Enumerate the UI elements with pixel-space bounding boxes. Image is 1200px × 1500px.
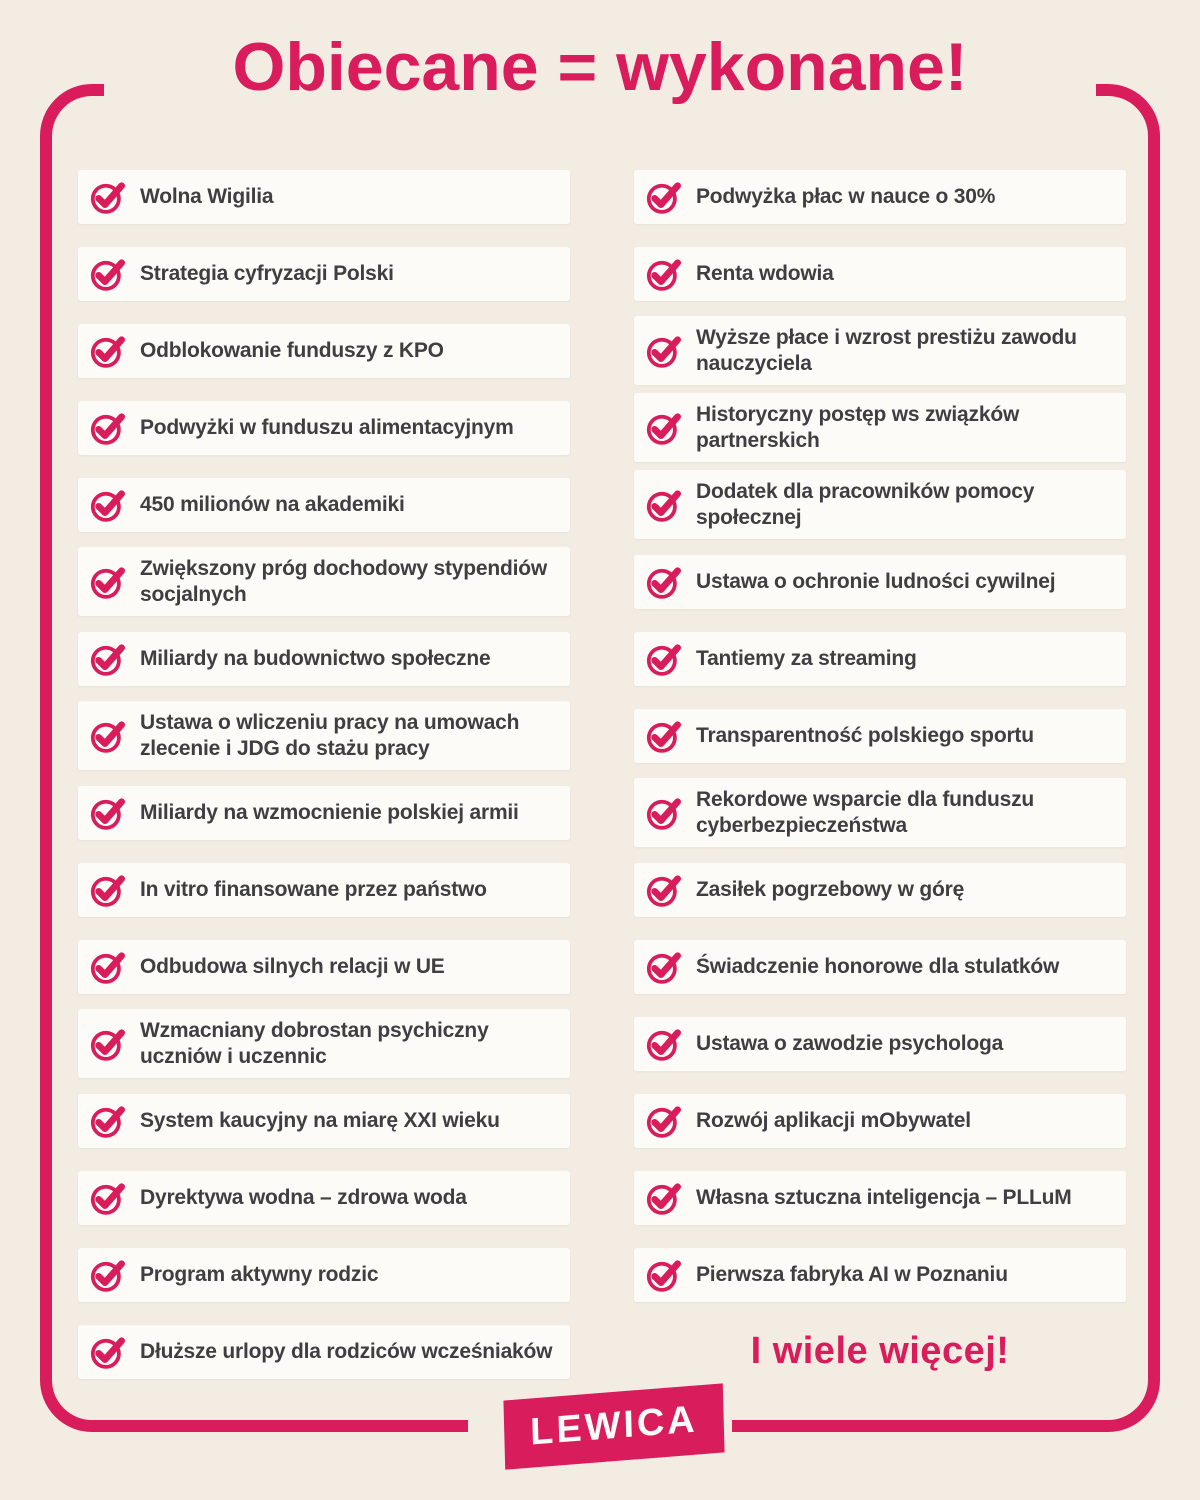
check-circle-icon [90,872,128,908]
check-circle-icon [90,718,128,754]
list-item-label: Pierwsza fabryka AI w Poznaniu [696,1262,1008,1286]
list-item: Rekordowe wsparcie dla funduszu cyberbezp… [634,777,1126,848]
check-circle-icon [90,949,128,985]
check-circle-icon [646,795,684,831]
list-item: Podwyżki w funduszu alimentacyjnym [78,400,570,455]
list-item: Program aktywny rodzic [78,1247,570,1302]
check-circle-icon [646,333,684,369]
list-item: Podwyżka płac w nauce o 30% [634,169,1126,224]
list-item: Ustawa o wliczeniu pracy na umowach zlece… [78,700,570,771]
list-item: Zwiększony próg dochodowy stypendiów socj… [78,546,570,617]
list-item-label: Strategia cyfryzacji Polski [140,261,394,285]
check-circle-icon [90,1103,128,1139]
check-circle-icon [90,256,128,292]
list-item: System kaucyjny na miarę XXI wieku [78,1093,570,1148]
check-circle-icon [90,1334,128,1370]
list-item-label: Odblokowanie funduszy z KPO [140,338,444,362]
check-circle-icon [646,641,684,677]
list-item-label: Tantiemy za streaming [696,646,917,670]
list-item: Miliardy na wzmocnienie polskiej armii [78,785,570,840]
check-circle-icon [90,1257,128,1293]
check-circle-icon [646,487,684,523]
check-circle-icon [646,564,684,600]
list-item-label: Wyższe płace i wzrost prestiżu zawodu nau… [696,325,1077,375]
check-circle-icon [90,487,128,523]
list-item-label: Wolna Wigilia [140,184,274,208]
list-item: Odbudowa silnych relacji w UE [78,939,570,994]
list-item-label: Zasiłek pogrzebowy w górę [696,877,965,901]
list-item-label: Transparentność polskiego sportu [696,723,1034,747]
list-item-label: Ustawa o ochronie ludności cywilnej [696,569,1056,593]
list-item-label: Dyrektywa wodna – zdrowa woda [140,1185,467,1209]
list-item-label: In vitro finansowane przez państwo [140,877,487,901]
list-item: Renta wdowia [634,246,1126,301]
list-item-label: Podwyżki w funduszu alimentacyjnym [140,415,514,439]
list-item: Historyczny postęp ws związków partnerski… [634,392,1126,463]
list-item: Dyrektywa wodna – zdrowa woda [78,1170,570,1225]
check-circle-icon [90,1026,128,1062]
list-item: Rozwój aplikacji mObywatel [634,1093,1126,1148]
list-item: Ustawa o ochronie ludności cywilnej [634,554,1126,609]
check-circle-icon [646,1026,684,1062]
list-item-label: Świadczenie honorowe dla stulatków [696,954,1060,978]
list-item-label: Miliardy na wzmocnienie polskiej armii [140,800,519,824]
check-circle-icon [646,256,684,292]
list-item-label: Renta wdowia [696,261,834,285]
list-item-label: Rozwój aplikacji mObywatel [696,1108,971,1132]
list-item-label: Dłuższe urlopy dla rodziców wcześniaków [140,1339,553,1363]
list-item-label: Ustawa o wliczeniu pracy na umowach zlece… [140,710,520,760]
check-circle-icon [646,1257,684,1293]
check-circle-icon [90,795,128,831]
list-item-label: Własna sztuczna inteligencja – PLLuM [696,1185,1072,1209]
check-circle-icon [90,564,128,600]
list-item-label: Odbudowa silnych relacji w UE [140,954,445,978]
list-item: Dłuższe urlopy dla rodziców wcześniaków [78,1324,570,1379]
list-item: Własna sztuczna inteligencja – PLLuM [634,1170,1126,1225]
list-item-label: Zwiększony próg dochodowy stypendiów socj… [140,556,547,606]
list-item: Transparentność polskiego sportu [634,708,1126,763]
list-item-label: Ustawa o zawodzie psychologa [696,1031,1004,1055]
list-item-label: Wzmacniany dobrostan psychiczny uczniów i… [140,1018,489,1068]
list-item-label: 450 milionów na akademiki [140,492,405,516]
list-item: Strategia cyfryzacji Polski [78,246,570,301]
list-item: Dodatek dla pracowników pomocy społecznej [634,469,1126,540]
list-item-label: Program aktywny rodzic [140,1262,379,1286]
list-item: Wyższe płace i wzrost prestiżu zawodu nau… [634,315,1126,386]
list-item: Pierwsza fabryka AI w Poznaniu [634,1247,1126,1302]
list-item: Zasiłek pogrzebowy w górę [634,862,1126,917]
more-text: I wiele więcej! [750,1330,1010,1372]
list-item-label: Historyczny postęp ws związków partnerski… [696,402,1020,452]
list-item: Wolna Wigilia [78,169,570,224]
check-circle-icon [90,641,128,677]
list-item: Wzmacniany dobrostan psychiczny uczniów i… [78,1008,570,1079]
list-item: Świadczenie honorowe dla stulatków [634,939,1126,994]
list-item: Miliardy na budownictwo społeczne [78,631,570,686]
check-circle-icon [646,718,684,754]
check-circle-icon [646,410,684,446]
list-item-label: Miliardy na budownictwo społeczne [140,646,491,670]
list-item: In vitro finansowane przez państwo [78,862,570,917]
list-item-label: Rekordowe wsparcie dla funduszu cyberbezp… [696,787,1035,837]
check-circle-icon [646,949,684,985]
page-title: Obiecane = wykonane! [232,29,968,105]
check-circle-icon [646,872,684,908]
check-circle-icon [90,1180,128,1216]
list-item: Odblokowanie funduszy z KPO [78,323,570,378]
list-item: Ustawa o zawodzie psychologa [634,1016,1126,1071]
list-item-label: Podwyżka płac w nauce o 30% [696,184,996,208]
items-grid: Wolna Wigilia Podwyżka płac w nauce o 30… [78,158,1126,1390]
check-circle-icon [646,1103,684,1139]
check-circle-icon [646,1180,684,1216]
check-circle-icon [90,179,128,215]
list-item-label: Dodatek dla pracowników pomocy społecznej [696,479,1035,529]
check-circle-icon [90,410,128,446]
list-item-label: System kaucyjny na miarę XXI wieku [140,1108,500,1132]
check-circle-icon [90,333,128,369]
frame-top-gap [104,78,1096,104]
list-item: 450 milionów na akademiki [78,477,570,532]
list-item: Tantiemy za streaming [634,631,1126,686]
check-circle-icon [646,179,684,215]
